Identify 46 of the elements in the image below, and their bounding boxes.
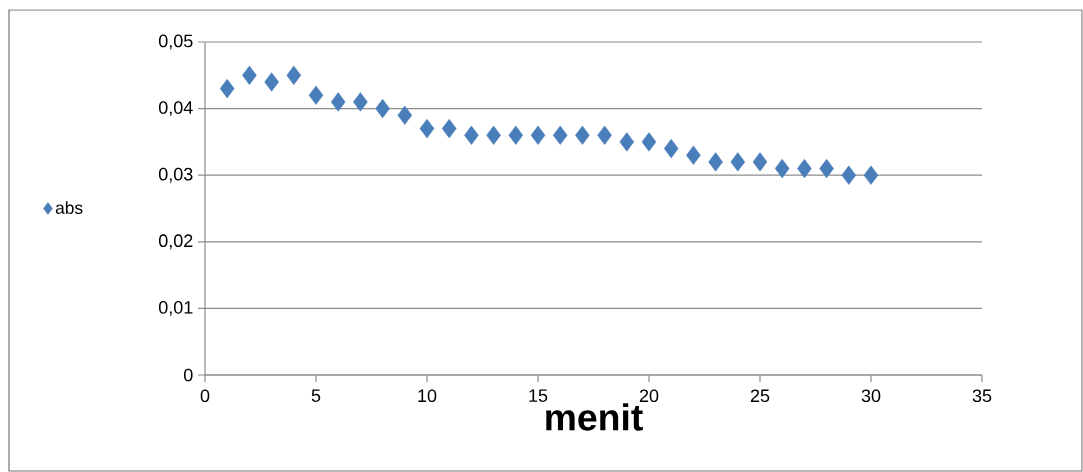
point (441, 118, 457, 139)
y-tick-label: 0,01 (158, 300, 193, 316)
x-tick-label: 5 (311, 389, 321, 402)
point (464, 125, 479, 145)
x-tick-label: 10 (418, 389, 437, 403)
point (308, 85, 324, 105)
x-tick-label: 30 (861, 389, 881, 403)
x-tick-label: 20 (639, 389, 659, 403)
y-tick-label: 0,05 (158, 34, 193, 50)
point (508, 125, 524, 145)
point (819, 158, 834, 179)
point (286, 65, 302, 85)
y-tick-label: 0,03 (158, 167, 193, 183)
legend-label: abs (55, 201, 83, 214)
point (486, 125, 501, 145)
point (530, 125, 546, 145)
point (219, 79, 235, 99)
point (797, 158, 812, 179)
point (397, 105, 413, 125)
point (863, 165, 879, 185)
point (841, 165, 857, 185)
point (552, 125, 568, 145)
x-tick-label: 15 (529, 389, 548, 402)
point (708, 152, 723, 172)
point (641, 132, 657, 152)
y-tick-label: 0 (183, 368, 193, 382)
point (619, 132, 635, 152)
point (330, 92, 346, 112)
point (375, 99, 390, 119)
point (353, 92, 368, 112)
point (575, 125, 590, 145)
point (242, 65, 257, 85)
point (264, 72, 279, 92)
y-tick-label: 0,02 (158, 234, 193, 250)
point (686, 145, 701, 165)
point (419, 118, 435, 139)
point (752, 152, 768, 172)
point (774, 158, 790, 179)
point (730, 152, 746, 172)
x-tick-label: 35 (972, 389, 992, 403)
x-tick-label: 0 (200, 389, 210, 403)
x-tick-label: 25 (750, 389, 770, 403)
x-axis-title: menit (546, 403, 643, 431)
point (663, 138, 679, 159)
point (597, 125, 612, 145)
y-tick-label: 0,04 (158, 101, 193, 117)
